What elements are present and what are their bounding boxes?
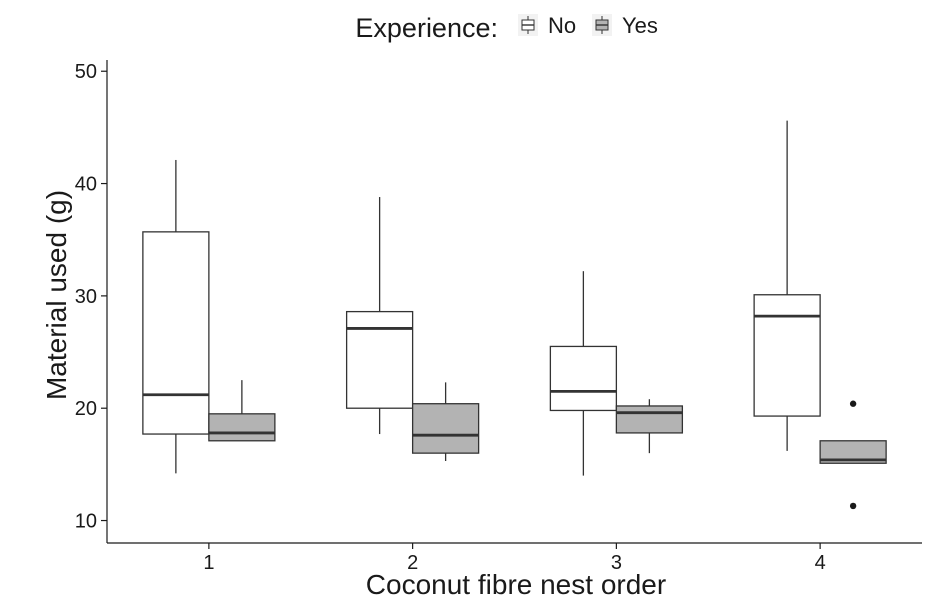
box-yes-2 (411, 382, 480, 462)
y-tick-label: 10 (75, 511, 97, 533)
series-yes (208, 380, 887, 510)
y-tick-label: 40 (75, 174, 97, 196)
iqr-box (615, 405, 684, 434)
box-yes-4 (819, 400, 887, 510)
box-series (142, 120, 887, 510)
outlier-point (849, 502, 857, 510)
x-tick-label: 4 (815, 552, 826, 574)
x-axis-label: Coconut fibre nest order (366, 569, 666, 600)
x-tick-label: 3 (611, 552, 622, 574)
box-yes-1 (208, 380, 276, 442)
iqr-box (411, 403, 480, 454)
box-no-1 (142, 159, 210, 474)
legend-label: Yes (622, 13, 658, 38)
y-tick-label: 20 (75, 398, 97, 420)
x-axis: 1 2 3 4 (107, 542, 922, 574)
x-tick-label: 1 (203, 552, 214, 574)
iqr-box (208, 413, 276, 442)
outlier-point (849, 400, 857, 407)
y-tick-label: 30 (75, 286, 97, 308)
y-axis-label: Material used (g) (41, 190, 72, 400)
legend-title: Experience: (355, 13, 498, 43)
legend-item-no: No (518, 13, 576, 38)
legend-item-yes: Yes (592, 13, 658, 38)
x-tick-label: 2 (407, 552, 418, 574)
box-no-3 (549, 271, 618, 476)
box-yes-3 (615, 399, 684, 454)
iqr-box (142, 231, 210, 435)
y-axis: 10 20 30 40 50 (75, 60, 108, 543)
legend: Experience: No Yes (355, 13, 657, 43)
y-tick-label: 50 (75, 61, 97, 83)
box-no-2 (345, 197, 414, 435)
iqr-box (753, 294, 821, 417)
legend-label: No (548, 13, 576, 38)
iqr-box (549, 345, 618, 412)
iqr-box (345, 310, 414, 409)
iqr-box (819, 440, 887, 464)
series-no (142, 120, 821, 476)
box-no-4 (753, 120, 821, 451)
